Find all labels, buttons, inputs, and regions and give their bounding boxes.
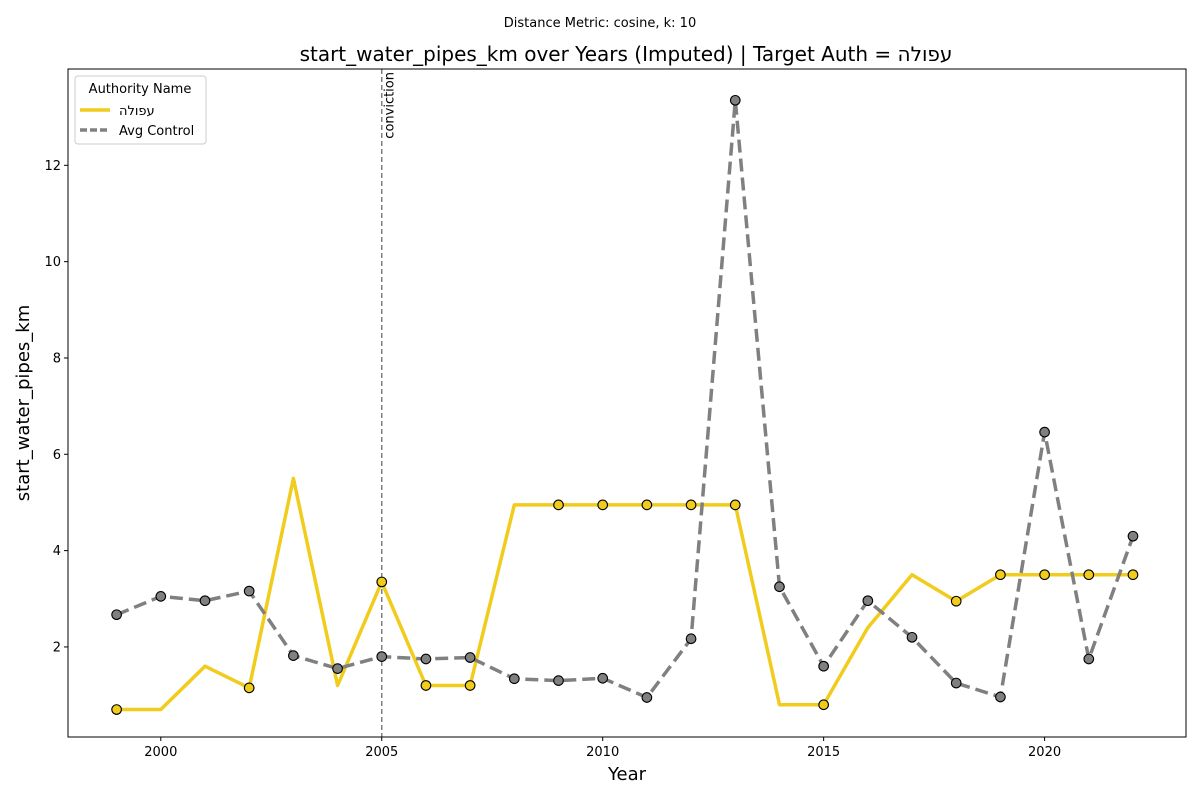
series-1-point <box>774 581 785 593</box>
series-1-point <box>111 609 122 621</box>
series-0-point <box>641 499 653 511</box>
x-tick-label: 2005 <box>365 745 398 760</box>
series-0-point <box>243 682 255 694</box>
series-1-point <box>641 692 653 703</box>
series-1-point <box>862 595 874 607</box>
y-tick-label: 8 <box>53 351 61 366</box>
series-0-point <box>818 699 829 711</box>
series-0-point <box>597 499 609 511</box>
series-0-point <box>995 569 1006 581</box>
legend-title: Authority Name <box>89 82 192 97</box>
series-1-point <box>420 653 432 665</box>
series-0-point <box>376 576 388 588</box>
chart-suptitle: Distance Metric: cosine, k: 10 <box>504 16 696 31</box>
series-line-1 <box>115 98 1135 700</box>
plot-frame <box>67 68 1187 738</box>
series-1-point <box>1039 426 1050 438</box>
series-0-point <box>464 680 476 691</box>
x-tick-label: 2020 <box>1028 745 1061 760</box>
series-0-point <box>1039 569 1050 581</box>
series-0-point <box>1083 569 1095 581</box>
series-1-point <box>199 595 211 607</box>
series-1-point <box>597 672 609 684</box>
x-tick-label: 2010 <box>586 745 619 760</box>
y-tick-label: 10 <box>44 255 61 270</box>
series-0-point <box>420 680 432 691</box>
series-line-0 <box>116 476 1133 712</box>
legend-box <box>74 75 207 145</box>
series-1-point <box>508 673 520 685</box>
series-1-point <box>1083 653 1095 665</box>
y-tick-label: 2 <box>53 640 61 655</box>
chart-title: start_water_pipes_km over Years (Imputed… <box>300 42 953 66</box>
series-1-point <box>464 652 476 663</box>
series-0-point <box>111 704 122 715</box>
series-1-point <box>332 663 343 674</box>
series-1-point <box>685 633 697 645</box>
series-1-point <box>288 650 299 661</box>
series-1-point <box>906 631 918 643</box>
legend: Authority Name עפולה Avg Control <box>74 75 207 145</box>
y-axis-label: start_water_pipes_km <box>13 305 34 501</box>
series-1-point <box>1127 530 1139 542</box>
plot-area <box>68 69 1186 737</box>
y-tick-label: 12 <box>44 159 61 174</box>
series-1-point <box>950 677 962 689</box>
y-tick-label: 4 <box>53 544 61 559</box>
series-0-point <box>729 499 741 511</box>
conviction-annotation: conviction <box>383 72 398 139</box>
series-0-point <box>685 499 697 511</box>
legend-label-series-0: עפולה <box>119 104 155 119</box>
x-tick-label: 2015 <box>807 745 840 760</box>
series-1-point <box>553 675 564 687</box>
series-1-point <box>729 94 741 106</box>
series-1-point <box>243 585 255 597</box>
series-1-point <box>818 660 829 672</box>
x-axis-label: Year <box>607 764 647 785</box>
series-1-point <box>155 591 167 602</box>
series-1-point <box>376 651 388 662</box>
series-0-point <box>1127 569 1139 581</box>
x-tick-label: 2000 <box>144 745 177 760</box>
y-tick-label: 6 <box>53 448 61 463</box>
series-0-point <box>950 595 962 607</box>
series-0-point <box>553 499 564 511</box>
series-1-point <box>995 691 1006 703</box>
legend-label-series-1: Avg Control <box>119 124 194 139</box>
